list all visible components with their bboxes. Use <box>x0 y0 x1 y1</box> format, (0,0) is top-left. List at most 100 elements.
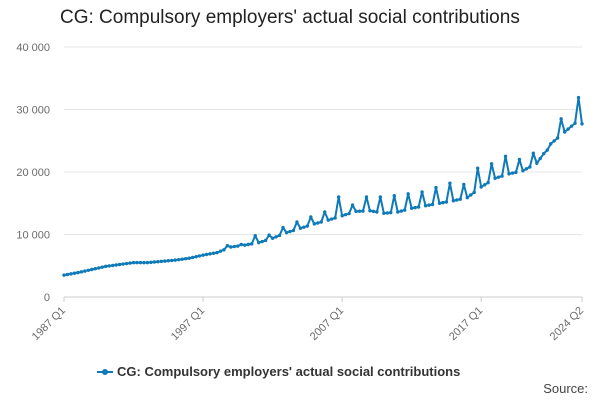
data-point[interactable] <box>559 117 563 121</box>
data-point[interactable] <box>270 236 275 240</box>
data-point[interactable] <box>232 244 237 249</box>
data-point[interactable] <box>517 157 522 162</box>
data-point[interactable] <box>378 195 383 199</box>
data-point[interactable] <box>117 262 122 267</box>
data-point[interactable] <box>163 259 167 263</box>
data-point[interactable] <box>441 200 445 205</box>
data-point[interactable] <box>371 209 376 214</box>
data-point[interactable] <box>340 214 344 218</box>
data-point[interactable] <box>451 199 456 203</box>
data-point[interactable] <box>236 244 240 248</box>
data-point[interactable] <box>208 252 212 256</box>
data-point[interactable] <box>434 185 438 190</box>
data-point[interactable] <box>361 209 365 213</box>
data-point[interactable] <box>535 161 539 165</box>
data-point[interactable] <box>305 224 310 228</box>
data-point[interactable] <box>256 240 261 245</box>
data-point[interactable] <box>528 165 532 169</box>
data-point[interactable] <box>427 203 431 207</box>
data-point[interactable] <box>204 252 209 257</box>
data-point[interactable] <box>503 154 508 159</box>
data-point[interactable] <box>177 257 181 262</box>
data-point[interactable] <box>222 248 226 252</box>
data-point[interactable] <box>309 215 313 219</box>
data-point[interactable] <box>104 264 108 269</box>
data-point[interactable] <box>76 270 80 275</box>
data-point[interactable] <box>291 228 296 233</box>
data-point[interactable] <box>284 230 289 235</box>
data-point[interactable] <box>319 220 323 224</box>
data-point[interactable] <box>406 192 410 196</box>
data-point[interactable] <box>239 242 244 247</box>
data-point[interactable] <box>159 259 164 264</box>
data-point[interactable] <box>514 170 518 175</box>
data-point[interactable] <box>333 216 337 220</box>
data-point[interactable] <box>260 239 264 244</box>
data-point[interactable] <box>135 260 139 265</box>
data-point[interactable] <box>350 203 355 207</box>
data-point[interactable] <box>302 225 306 229</box>
data-point[interactable] <box>545 148 549 152</box>
data-point[interactable] <box>357 209 362 213</box>
data-point[interactable] <box>194 254 198 259</box>
data-point[interactable] <box>267 233 271 237</box>
data-point[interactable] <box>183 257 188 261</box>
data-point[interactable] <box>225 244 230 248</box>
data-point[interactable] <box>128 261 132 265</box>
data-point[interactable] <box>555 136 560 140</box>
data-point[interactable] <box>329 217 334 221</box>
data-point[interactable] <box>312 222 317 226</box>
data-point[interactable] <box>142 260 146 265</box>
data-point[interactable] <box>131 260 136 265</box>
data-point[interactable] <box>489 162 494 166</box>
data-point[interactable] <box>573 121 577 125</box>
data-point[interactable] <box>243 243 247 247</box>
data-point[interactable] <box>323 210 327 214</box>
data-point[interactable] <box>110 263 115 268</box>
data-point[interactable] <box>218 249 223 253</box>
data-point[interactable] <box>423 204 428 208</box>
data-point[interactable] <box>253 234 257 238</box>
data-point[interactable] <box>100 265 104 269</box>
data-point[interactable] <box>385 211 390 215</box>
data-point[interactable] <box>97 266 101 270</box>
data-point[interactable] <box>444 200 449 204</box>
data-point[interactable] <box>298 226 303 230</box>
data-point[interactable] <box>121 262 125 266</box>
data-point[interactable] <box>521 169 525 173</box>
data-point[interactable] <box>107 264 111 268</box>
data-point[interactable] <box>295 220 299 224</box>
data-point[interactable] <box>437 201 442 205</box>
data-point[interactable] <box>83 269 87 273</box>
data-point[interactable] <box>62 273 66 277</box>
data-point[interactable] <box>569 124 574 128</box>
data-point[interactable] <box>368 209 372 213</box>
data-point[interactable] <box>420 190 424 194</box>
data-point[interactable] <box>170 258 174 263</box>
data-point[interactable] <box>382 211 386 215</box>
data-point[interactable] <box>93 267 97 271</box>
data-point[interactable] <box>392 194 396 198</box>
data-point[interactable] <box>510 171 515 175</box>
data-point[interactable] <box>138 260 143 265</box>
data-point[interactable] <box>524 167 529 171</box>
data-point[interactable] <box>190 255 195 260</box>
data-point[interactable] <box>389 210 393 215</box>
data-point[interactable] <box>72 271 77 275</box>
data-point[interactable] <box>114 263 118 267</box>
data-point[interactable] <box>472 190 476 195</box>
data-point[interactable] <box>145 260 150 265</box>
data-point[interactable] <box>288 229 292 234</box>
data-point[interactable] <box>413 205 417 210</box>
data-point[interactable] <box>246 242 250 247</box>
data-point[interactable] <box>552 139 556 143</box>
data-point[interactable] <box>531 151 536 155</box>
data-point[interactable] <box>493 176 497 180</box>
data-point[interactable] <box>274 235 278 239</box>
data-point[interactable] <box>336 195 341 199</box>
data-point[interactable] <box>201 253 205 257</box>
data-point[interactable] <box>549 142 553 146</box>
data-point[interactable] <box>430 202 435 207</box>
data-point[interactable] <box>576 95 581 100</box>
data-point[interactable] <box>399 209 403 213</box>
